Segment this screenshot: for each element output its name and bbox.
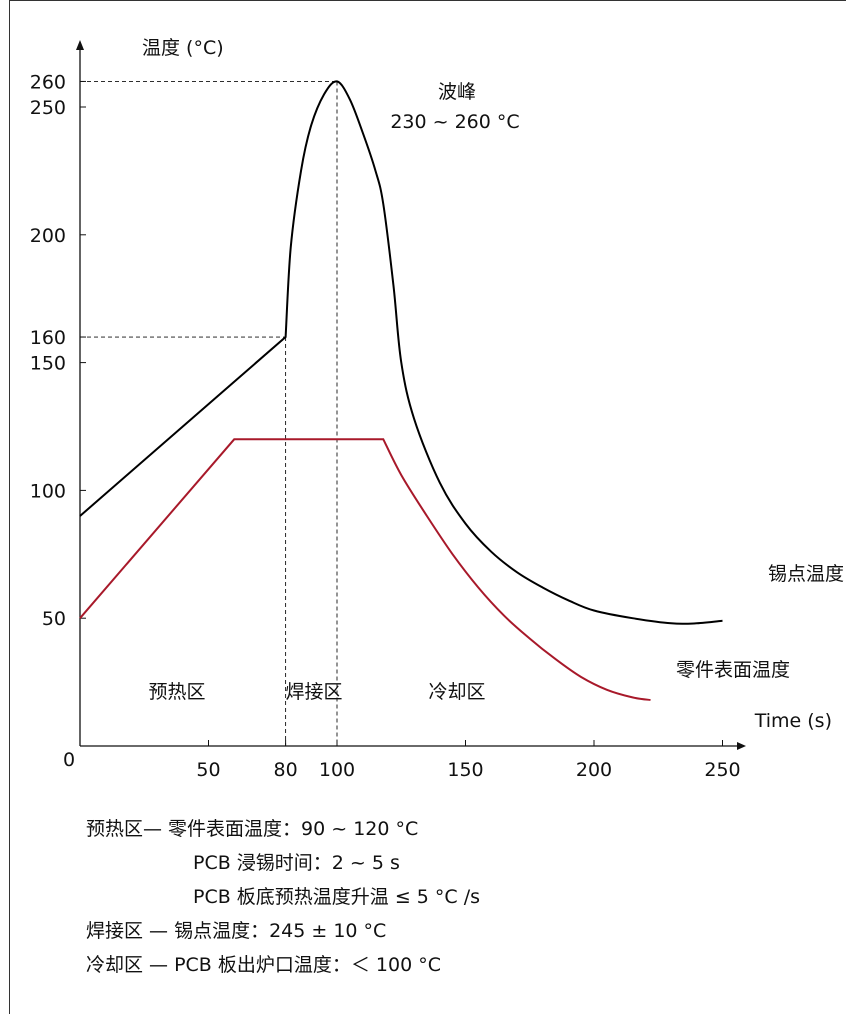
frame-top-border	[9, 0, 846, 1]
y-tick-label-100: 100	[30, 480, 66, 502]
x-axis-arrow	[737, 742, 746, 750]
x-axis-title: Time (s)	[754, 710, 832, 732]
note-cooling-exit: 冷却区 — PCB 板出炉口温度：＜ 100 °C	[86, 954, 441, 976]
x-tick-label-50: 50	[196, 759, 220, 781]
frame-left-border	[9, 0, 10, 1014]
x-tick-label-80: 80	[274, 759, 298, 781]
y-tick-label-150: 150	[30, 353, 66, 375]
y-tick-label-160: 160	[30, 327, 66, 349]
zone-preheat-label: 预热区	[148, 681, 205, 703]
peak-range-label: 230 ~ 260 °C	[390, 111, 519, 133]
labels-layer: 50 80 100 150 200 250 50 100 150 160 200 250 260 0 温度 …	[30, 37, 844, 781]
x-tick-label-250: 250	[704, 759, 740, 781]
x-tick-label-150: 150	[447, 759, 483, 781]
process-notes: 预热区— 零件表面温度：90 ~ 120 °C PCB 浸锡时间：2 ~ 5 s…	[86, 812, 480, 982]
reference-lines	[80, 80, 338, 746]
x-tick-label-100: 100	[319, 759, 355, 781]
series-label-component-surface-temp: 零件表面温度	[676, 659, 790, 681]
y-tick-label-250: 250	[30, 97, 66, 119]
series-label-solder-joint-temp: 锡点温度	[768, 563, 844, 585]
x-tick-label-200: 200	[576, 759, 612, 781]
zone-cool-label: 冷却区	[428, 681, 485, 703]
y-tick-label-200: 200	[30, 225, 66, 247]
series-solder-joint-temp	[79, 80, 723, 625]
series-layer	[79, 80, 723, 701]
y-tick-label-260: 260	[30, 71, 66, 93]
y-tick-label-50: 50	[42, 608, 66, 630]
series-component-surface-temp	[79, 438, 651, 701]
reflow-profile-chart: 50 80 100 150 200 250 50 100 150 160 200 250 260 0 温度 …	[30, 37, 844, 781]
origin-label: 0	[63, 749, 75, 771]
note-pcb-dip-time: PCB 浸锡时间：2 ~ 5 s	[193, 852, 400, 874]
peak-title-label: 波峰	[438, 81, 476, 103]
zone-solder-label: 焊接区	[285, 681, 342, 703]
note-pcb-preheat-rate: PCB 板底预热温度升温 ≤ 5 °C /s	[193, 886, 481, 908]
y-axis-arrow	[76, 40, 84, 50]
note-preheat-surface: 预热区— 零件表面温度：90 ~ 120 °C	[86, 818, 419, 840]
axes	[76, 40, 746, 750]
y-axis-title: 温度 (°C)	[142, 37, 224, 59]
note-solder-temp: 焊接区 — 锡点温度：245 ± 10 °C	[86, 920, 387, 942]
